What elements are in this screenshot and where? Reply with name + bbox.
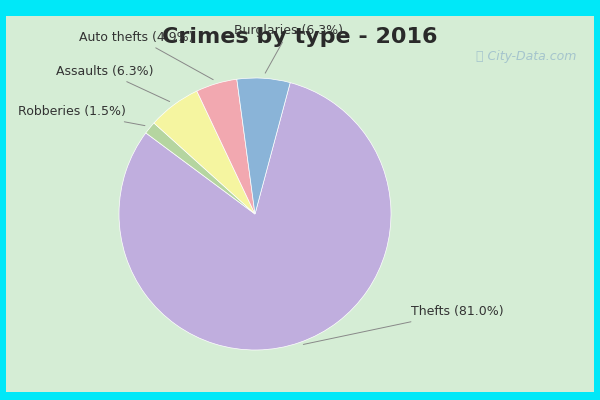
Wedge shape <box>237 78 290 214</box>
Text: Robberies (1.5%): Robberies (1.5%) <box>18 106 145 126</box>
Text: Auto thefts (4.9%): Auto thefts (4.9%) <box>79 31 213 80</box>
Wedge shape <box>119 83 391 350</box>
Text: ⓘ City-Data.com: ⓘ City-Data.com <box>476 50 577 63</box>
Text: Assaults (6.3%): Assaults (6.3%) <box>56 65 170 102</box>
Text: Crimes by type - 2016: Crimes by type - 2016 <box>162 27 438 47</box>
Wedge shape <box>154 91 255 214</box>
Wedge shape <box>197 79 255 214</box>
Text: Burglaries (6.3%): Burglaries (6.3%) <box>235 24 343 73</box>
Text: Thefts (81.0%): Thefts (81.0%) <box>304 306 504 344</box>
Wedge shape <box>146 123 255 214</box>
